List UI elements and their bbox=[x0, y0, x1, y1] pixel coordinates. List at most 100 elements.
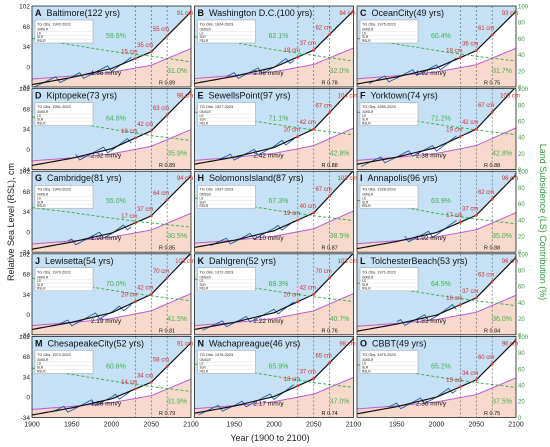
ls-lower-band bbox=[194, 377, 354, 418]
ls-percent-start: 63.9% bbox=[431, 198, 451, 205]
rsl-rate-label: 1.92 mm/y bbox=[416, 235, 447, 242]
correlation-label: R 0.84 bbox=[484, 328, 500, 334]
projection-point bbox=[312, 292, 316, 296]
panel-title: G Cambridge(81 yrs) bbox=[35, 173, 122, 183]
left-tick-label: 68 bbox=[23, 24, 31, 31]
stats-table-row: LS bbox=[37, 31, 41, 35]
panel-station: ChesapeakeCity(52 yrs) bbox=[48, 338, 145, 348]
rsl-height-label: 20 cm bbox=[284, 293, 300, 299]
stats-table-row: LS bbox=[362, 279, 366, 283]
chart-panel: M ChesapeakeCity(52 yrs) TG Obs. 1972-2023… bbox=[31, 335, 193, 418]
stats-table-row: RSLR bbox=[200, 122, 209, 126]
ls-projection-line bbox=[357, 212, 516, 245]
right-tick-label: 0 bbox=[518, 251, 522, 257]
left-axis-ticks: 10268340-3410268340-3410268340-341026834… bbox=[19, 4, 30, 422]
panel-frame bbox=[31, 5, 192, 88]
rsl-rate-label: 2.42 mm/y bbox=[253, 153, 284, 160]
chart-panel: E SewellsPoint(97 yrs) TG Obs. 1927-2023GM… bbox=[194, 88, 357, 170]
ls-percent-start: 70.0% bbox=[106, 281, 126, 288]
rsl-height-label: 64 cm bbox=[153, 191, 169, 197]
tide-gauge-observations bbox=[59, 304, 132, 327]
projection-point bbox=[490, 110, 494, 114]
panel-letter: B bbox=[198, 8, 205, 18]
stats-table-row: LS bbox=[362, 31, 366, 35]
left-tick-label: 102 bbox=[19, 251, 30, 258]
rsl-fit-line bbox=[194, 10, 354, 85]
panel-grid: A Baltimore(122 yrs)TG Obs. 1902-2023GMSL… bbox=[31, 5, 520, 418]
rsl-height-label: 65 cm bbox=[315, 354, 331, 360]
right-tick-label: 80 bbox=[518, 103, 525, 109]
left-tick-label: 0 bbox=[26, 64, 30, 71]
rsl-height-label: 36 cm bbox=[462, 42, 478, 48]
rsl-height-label: 55 cm bbox=[153, 27, 169, 33]
stats-table-row: SLR bbox=[362, 118, 369, 122]
right-tick-label: 40 bbox=[518, 136, 525, 142]
panel-title: O CBBT(49 yrs) bbox=[360, 338, 427, 348]
rsl-height-label: 16 cm bbox=[446, 296, 462, 302]
x-tick-label: 1950 bbox=[64, 421, 80, 428]
left-tick-label: 34 bbox=[23, 44, 31, 51]
ls-percent-end: 32.0% bbox=[330, 68, 350, 75]
left-tick-label: 102 bbox=[19, 86, 30, 93]
ls-percent-start: 60.6% bbox=[106, 363, 126, 370]
rsl-rate-label: 1.68 mm/y bbox=[91, 400, 122, 407]
rsl-height-label: 19 cm bbox=[284, 211, 300, 217]
panel-frame bbox=[194, 5, 354, 88]
ls-lower-band bbox=[194, 128, 354, 170]
ls-lower-band bbox=[357, 295, 516, 335]
stats-table-header: TG Obs. 1975-2023 bbox=[362, 353, 396, 357]
ls-projection-line bbox=[194, 376, 354, 410]
left-tick-label: 68 bbox=[23, 189, 31, 196]
ls-percent-start: 67.3% bbox=[269, 198, 289, 205]
stats-table-header: TG Obs. 1951-2023 bbox=[37, 105, 71, 109]
ls-projection-line bbox=[32, 48, 191, 80]
ls-lower-band bbox=[194, 293, 354, 335]
rsl-rate-label: 2.19 mm/y bbox=[91, 318, 122, 325]
rsl-rate-label: 1.98 mm/y bbox=[91, 235, 122, 242]
panel-frame bbox=[356, 253, 517, 336]
right-tick-label: 40 bbox=[518, 301, 525, 307]
correlation-label: R 0.88 bbox=[322, 163, 338, 169]
projection-point bbox=[474, 127, 478, 131]
rsl-fit-line bbox=[32, 342, 191, 416]
rsl-height-label: 37 cm bbox=[462, 206, 478, 212]
stats-table-row: GMSLR bbox=[37, 193, 49, 197]
projection-point bbox=[490, 33, 494, 37]
rsl-height-label: 42 cm bbox=[137, 122, 153, 128]
ls-percent-end: 40.7% bbox=[330, 316, 350, 323]
stats-table-header: TG Obs. 1975-2023 bbox=[362, 23, 396, 27]
x-axis-label: Year (1900 to 2100) bbox=[230, 433, 309, 443]
left-tick-label: 102 bbox=[19, 334, 30, 341]
ls-percent-start: 71.1% bbox=[269, 116, 289, 123]
ls-percent-start: 59.6% bbox=[106, 33, 126, 40]
ls-percent-start: 64.8% bbox=[106, 116, 126, 123]
tide-gauge-observations bbox=[51, 390, 132, 413]
rsl-fit-line bbox=[357, 174, 516, 250]
stats-table-row: GMSLR bbox=[362, 28, 374, 32]
chart-panel: A Baltimore(122 yrs) TG Obs. 1902-2023GMSL… bbox=[31, 5, 193, 88]
panel-letter: L bbox=[360, 256, 366, 266]
stats-table-header: TG Obs. 1972-2023 bbox=[200, 270, 234, 274]
right-tick-label: 80 bbox=[518, 186, 525, 192]
ls-percent-start: 62.1% bbox=[269, 33, 289, 40]
ls-percent-end: 42.8% bbox=[330, 151, 350, 158]
right-tick-label: 100 bbox=[518, 252, 529, 258]
panel-station: Washington D.C.(100 yrs) bbox=[209, 8, 312, 18]
left-tick-label: 34 bbox=[23, 292, 31, 299]
x-tick-label: 2000 bbox=[266, 421, 282, 428]
ls-percent-end: 42.8% bbox=[492, 151, 512, 158]
panel-station: Lewisetta(54 yrs) bbox=[45, 256, 114, 266]
stats-table-header: TG Obs. 1978-2023 bbox=[200, 353, 234, 357]
panel-letter: I bbox=[360, 173, 363, 183]
rsl-height-label: 96 cm bbox=[502, 176, 518, 182]
right-tick-label: 80 bbox=[518, 21, 525, 27]
correlation-label: R 0.78 bbox=[322, 81, 338, 87]
left-tick-label: 34 bbox=[23, 209, 31, 216]
stats-table-row: GMSLR bbox=[37, 275, 49, 279]
rsl-height-label: 37 cm bbox=[300, 41, 316, 47]
panel-title: I Annapolis(96 yrs) bbox=[360, 173, 438, 183]
rsl-rate-label: 2.17 mm/y bbox=[253, 400, 284, 407]
rsl-height-label: 98 cm bbox=[339, 341, 355, 347]
panel-frame bbox=[356, 88, 517, 170]
rsl-height-label: 93 cm bbox=[502, 11, 518, 17]
